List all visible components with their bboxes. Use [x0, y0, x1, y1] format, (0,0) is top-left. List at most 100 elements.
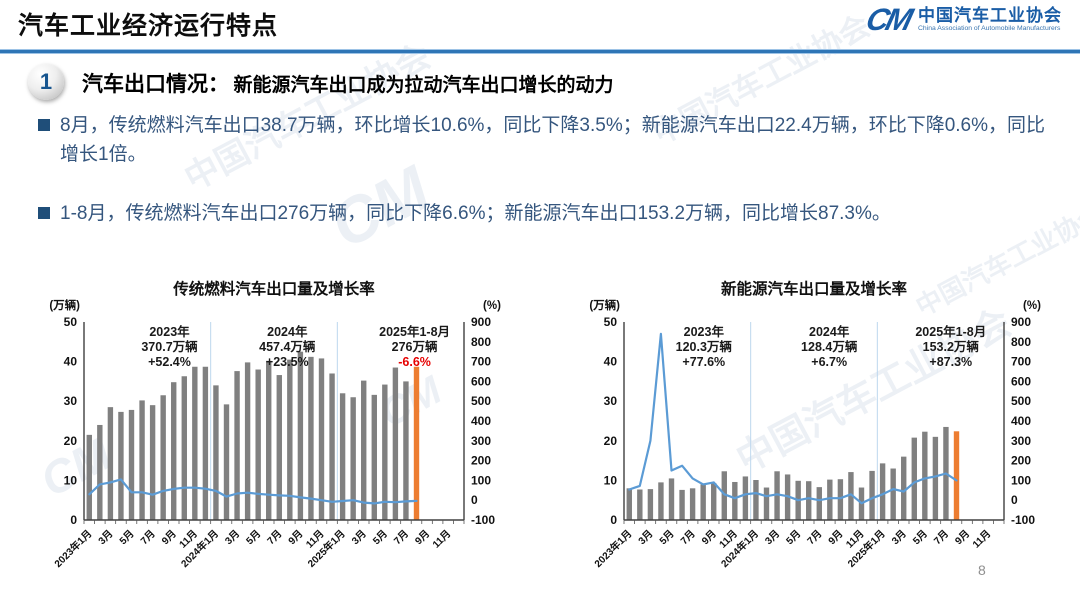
svg-text:700: 700	[471, 355, 491, 369]
year-dividers	[750, 322, 878, 520]
right-axis-unit: (%)	[1023, 300, 1041, 312]
svg-text:10: 10	[604, 473, 618, 487]
growth-rate-line	[88, 478, 418, 505]
svg-text:7月: 7月	[265, 528, 284, 547]
svg-text:500: 500	[471, 394, 491, 408]
svg-text:3月: 3月	[636, 528, 655, 547]
svg-text:0: 0	[70, 513, 77, 527]
right-axis-unit: (%)	[483, 300, 501, 312]
left-axis-ticks: 0 10 20 30 40 50	[604, 315, 618, 527]
bullet-august-exports: 8月，传统燃料汽车出口38.7万辆，环比增长10.6%，同比下降3.5%；新能源…	[38, 112, 1056, 169]
svg-text:20: 20	[604, 434, 618, 448]
svg-text:5月: 5月	[784, 528, 803, 547]
svg-text:370.7万辆: 370.7万辆	[141, 339, 198, 354]
svg-text:-100: -100	[1011, 513, 1035, 527]
caam-logo-mark-icon: CM	[862, 2, 914, 37]
svg-text:300: 300	[1011, 434, 1031, 448]
svg-text:5月: 5月	[244, 528, 263, 547]
caam-logo: CM 中国汽车工业协会 China Association of Automob…	[862, 2, 1062, 37]
left-axis-unit: (万辆)	[49, 298, 80, 312]
svg-text:153.2万辆: 153.2万辆	[923, 339, 980, 354]
svg-text:7月: 7月	[805, 528, 824, 547]
svg-text:2023年: 2023年	[149, 324, 190, 339]
bullet-jan-aug-exports: 1-8月，传统燃料汽车出口276万辆，同比下降6.6%；新能源汽车出口153.2…	[38, 200, 1056, 229]
svg-text:800: 800	[1011, 335, 1031, 349]
svg-text:9月: 9月	[286, 528, 305, 547]
svg-text:2025年1-8月: 2025年1-8月	[379, 324, 450, 339]
svg-text:50: 50	[64, 315, 78, 329]
svg-text:800: 800	[471, 335, 491, 349]
title-divider	[0, 50, 1080, 53]
growth-rate-line	[628, 332, 958, 505]
left-axis-ticks: 0 10 20 30 40 50	[64, 315, 78, 527]
svg-text:+87.3%: +87.3%	[929, 355, 972, 369]
svg-text:-6.6%: -6.6%	[398, 355, 431, 369]
svg-text:5月: 5月	[657, 528, 676, 547]
chart-svg: 传统燃料汽车出口量及增长率 (万辆) (%) 0 10 20 30 40 50 -100 0 100 2…	[49, 279, 501, 570]
svg-text:7月: 7月	[138, 528, 157, 547]
svg-text:2024年: 2024年	[267, 324, 308, 339]
svg-text:11月: 11月	[430, 528, 453, 551]
svg-text:200: 200	[1011, 454, 1031, 468]
svg-text:3月: 3月	[223, 528, 242, 547]
svg-text:+52.4%: +52.4%	[148, 355, 191, 369]
svg-text:7月: 7月	[678, 528, 697, 547]
chart-title: 新能源汽车出口量及增长率	[721, 279, 908, 298]
section-title-main: 汽车出口情况：	[82, 73, 229, 96]
svg-text:3月: 3月	[889, 528, 908, 547]
section-title: 汽车出口情况： 新能源汽车出口成为拉动汽车出口增长的动力	[82, 68, 613, 98]
svg-text:2023年1月: 2023年1月	[51, 527, 94, 570]
svg-text:700: 700	[1011, 355, 1031, 369]
svg-text:2023年1月: 2023年1月	[591, 527, 634, 570]
bullet-square-icon	[38, 119, 50, 131]
caam-logo-name-cn: 中国汽车工业协会	[918, 5, 1062, 25]
svg-text:300: 300	[471, 434, 491, 448]
svg-text:600: 600	[1011, 374, 1031, 388]
export-volume-bars	[86, 351, 420, 520]
chart-traditional-fuel-exports: 传统燃料汽车出口量及增长率 (万辆) (%) 0 10 20 30 40 50 -100 0 100 2…	[26, 276, 531, 598]
svg-text:20: 20	[64, 434, 78, 448]
svg-text:0: 0	[1011, 493, 1018, 507]
svg-text:11月: 11月	[970, 528, 993, 551]
left-axis-unit: (万辆)	[589, 298, 620, 312]
page-title: 汽车工业经济运行特点	[18, 12, 279, 40]
svg-text:457.4万辆: 457.4万辆	[259, 339, 316, 354]
export-volume-bars	[626, 426, 960, 520]
svg-text:3月: 3月	[96, 528, 115, 547]
chart-title: 传统燃料汽车出口量及增长率	[172, 279, 375, 298]
svg-text:30: 30	[604, 394, 618, 408]
svg-text:128.4万辆: 128.4万辆	[801, 339, 858, 354]
svg-text:7月: 7月	[932, 528, 951, 547]
svg-text:3月: 3月	[349, 528, 368, 547]
svg-text:+6.7%: +6.7%	[811, 355, 847, 369]
svg-text:5月: 5月	[117, 528, 136, 547]
svg-text:400: 400	[471, 414, 491, 428]
section-title-sub: 新能源汽车出口成为拉动汽车出口增长的动力	[233, 75, 614, 96]
svg-text:0: 0	[471, 493, 478, 507]
svg-text:3月: 3月	[763, 528, 782, 547]
svg-text:600: 600	[471, 374, 491, 388]
svg-text:40: 40	[604, 355, 618, 369]
bullet-square-icon	[38, 207, 50, 219]
svg-text:2025年1-8月: 2025年1-8月	[915, 324, 986, 339]
svg-text:100: 100	[1011, 473, 1031, 487]
year-dividers	[210, 322, 338, 520]
right-axis-ticks: -100 0 100 200 300 400 500 600 700 800 900	[471, 315, 495, 527]
month-ticks	[83, 520, 465, 524]
bullet-text: 8月，传统燃料汽车出口38.7万辆，环比增长10.6%，同比下降3.5%；新能源…	[60, 115, 1046, 165]
svg-text:7月: 7月	[392, 528, 411, 547]
svg-text:200: 200	[471, 454, 491, 468]
svg-text:2024年: 2024年	[809, 324, 850, 339]
svg-text:2023年: 2023年	[684, 324, 725, 339]
page-number: 8	[978, 562, 986, 578]
right-axis-ticks: -100 0 100 200 300 400 500 600 700 800 900	[1011, 315, 1035, 527]
svg-text:9月: 9月	[699, 528, 718, 547]
